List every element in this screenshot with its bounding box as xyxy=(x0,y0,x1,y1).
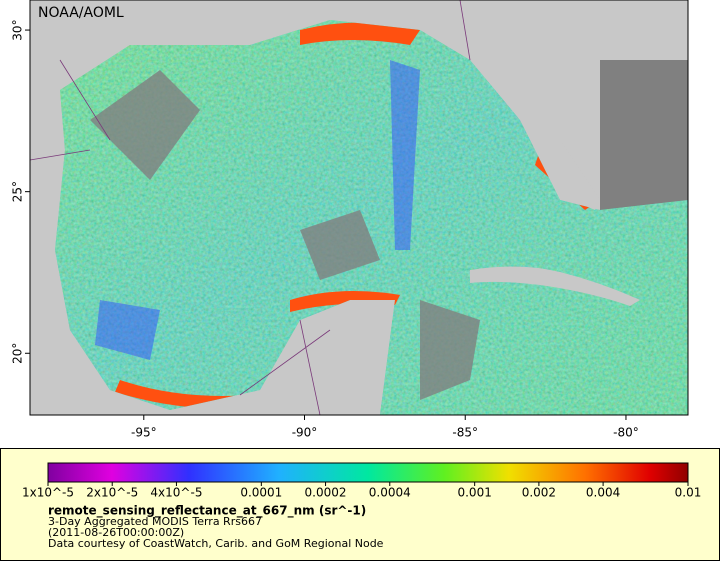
legend-line: Data courtesy of CoastWatch, Carib. and … xyxy=(48,537,384,550)
source-label: NOAA/AOML xyxy=(38,5,124,21)
y-tick-label: 30° xyxy=(11,19,25,40)
colorbar-tick-label: 0.001 xyxy=(457,486,491,500)
x-tick-label: -85° xyxy=(452,426,478,440)
x-tick-label: -90° xyxy=(292,426,318,440)
borders xyxy=(29,0,471,416)
colorbar-tick-label: 0.01 xyxy=(675,486,702,500)
colorbar-tick-label: 0.0002 xyxy=(305,486,347,500)
colorbar-tick-label: 1x10^-5 xyxy=(22,486,74,500)
colorbar-tick-label: 0.0004 xyxy=(369,486,411,500)
y-tick-label: 25° xyxy=(11,181,25,202)
y-tick-label: 20° xyxy=(11,343,25,364)
x-tick-label: -80° xyxy=(613,426,639,440)
colorbar-tick-label: 0.0001 xyxy=(240,486,282,500)
no-data xyxy=(600,60,688,210)
colorbar-tick-label: 4x10^-5 xyxy=(150,486,202,500)
map: NOAA/AOML xyxy=(29,0,689,416)
colorbar-tick-label: 0.002 xyxy=(522,486,556,500)
legend-line: 3-Day Aggregated MODIS Terra Rrs667 xyxy=(48,515,262,528)
legend-variable: remote_sensing_reflectance_at_667_nm (sr… xyxy=(48,504,366,519)
cuba xyxy=(470,266,640,306)
colorbar xyxy=(47,462,689,483)
x-tick-label: -95° xyxy=(131,426,157,440)
colorbar-tick-label: 0.004 xyxy=(586,486,620,500)
florida xyxy=(480,60,600,210)
colorbar-tick-label: 2x10^-5 xyxy=(86,486,138,500)
map-frame xyxy=(29,0,689,416)
legend-line: (2011-08-26T00:00:00Z) xyxy=(48,526,184,539)
